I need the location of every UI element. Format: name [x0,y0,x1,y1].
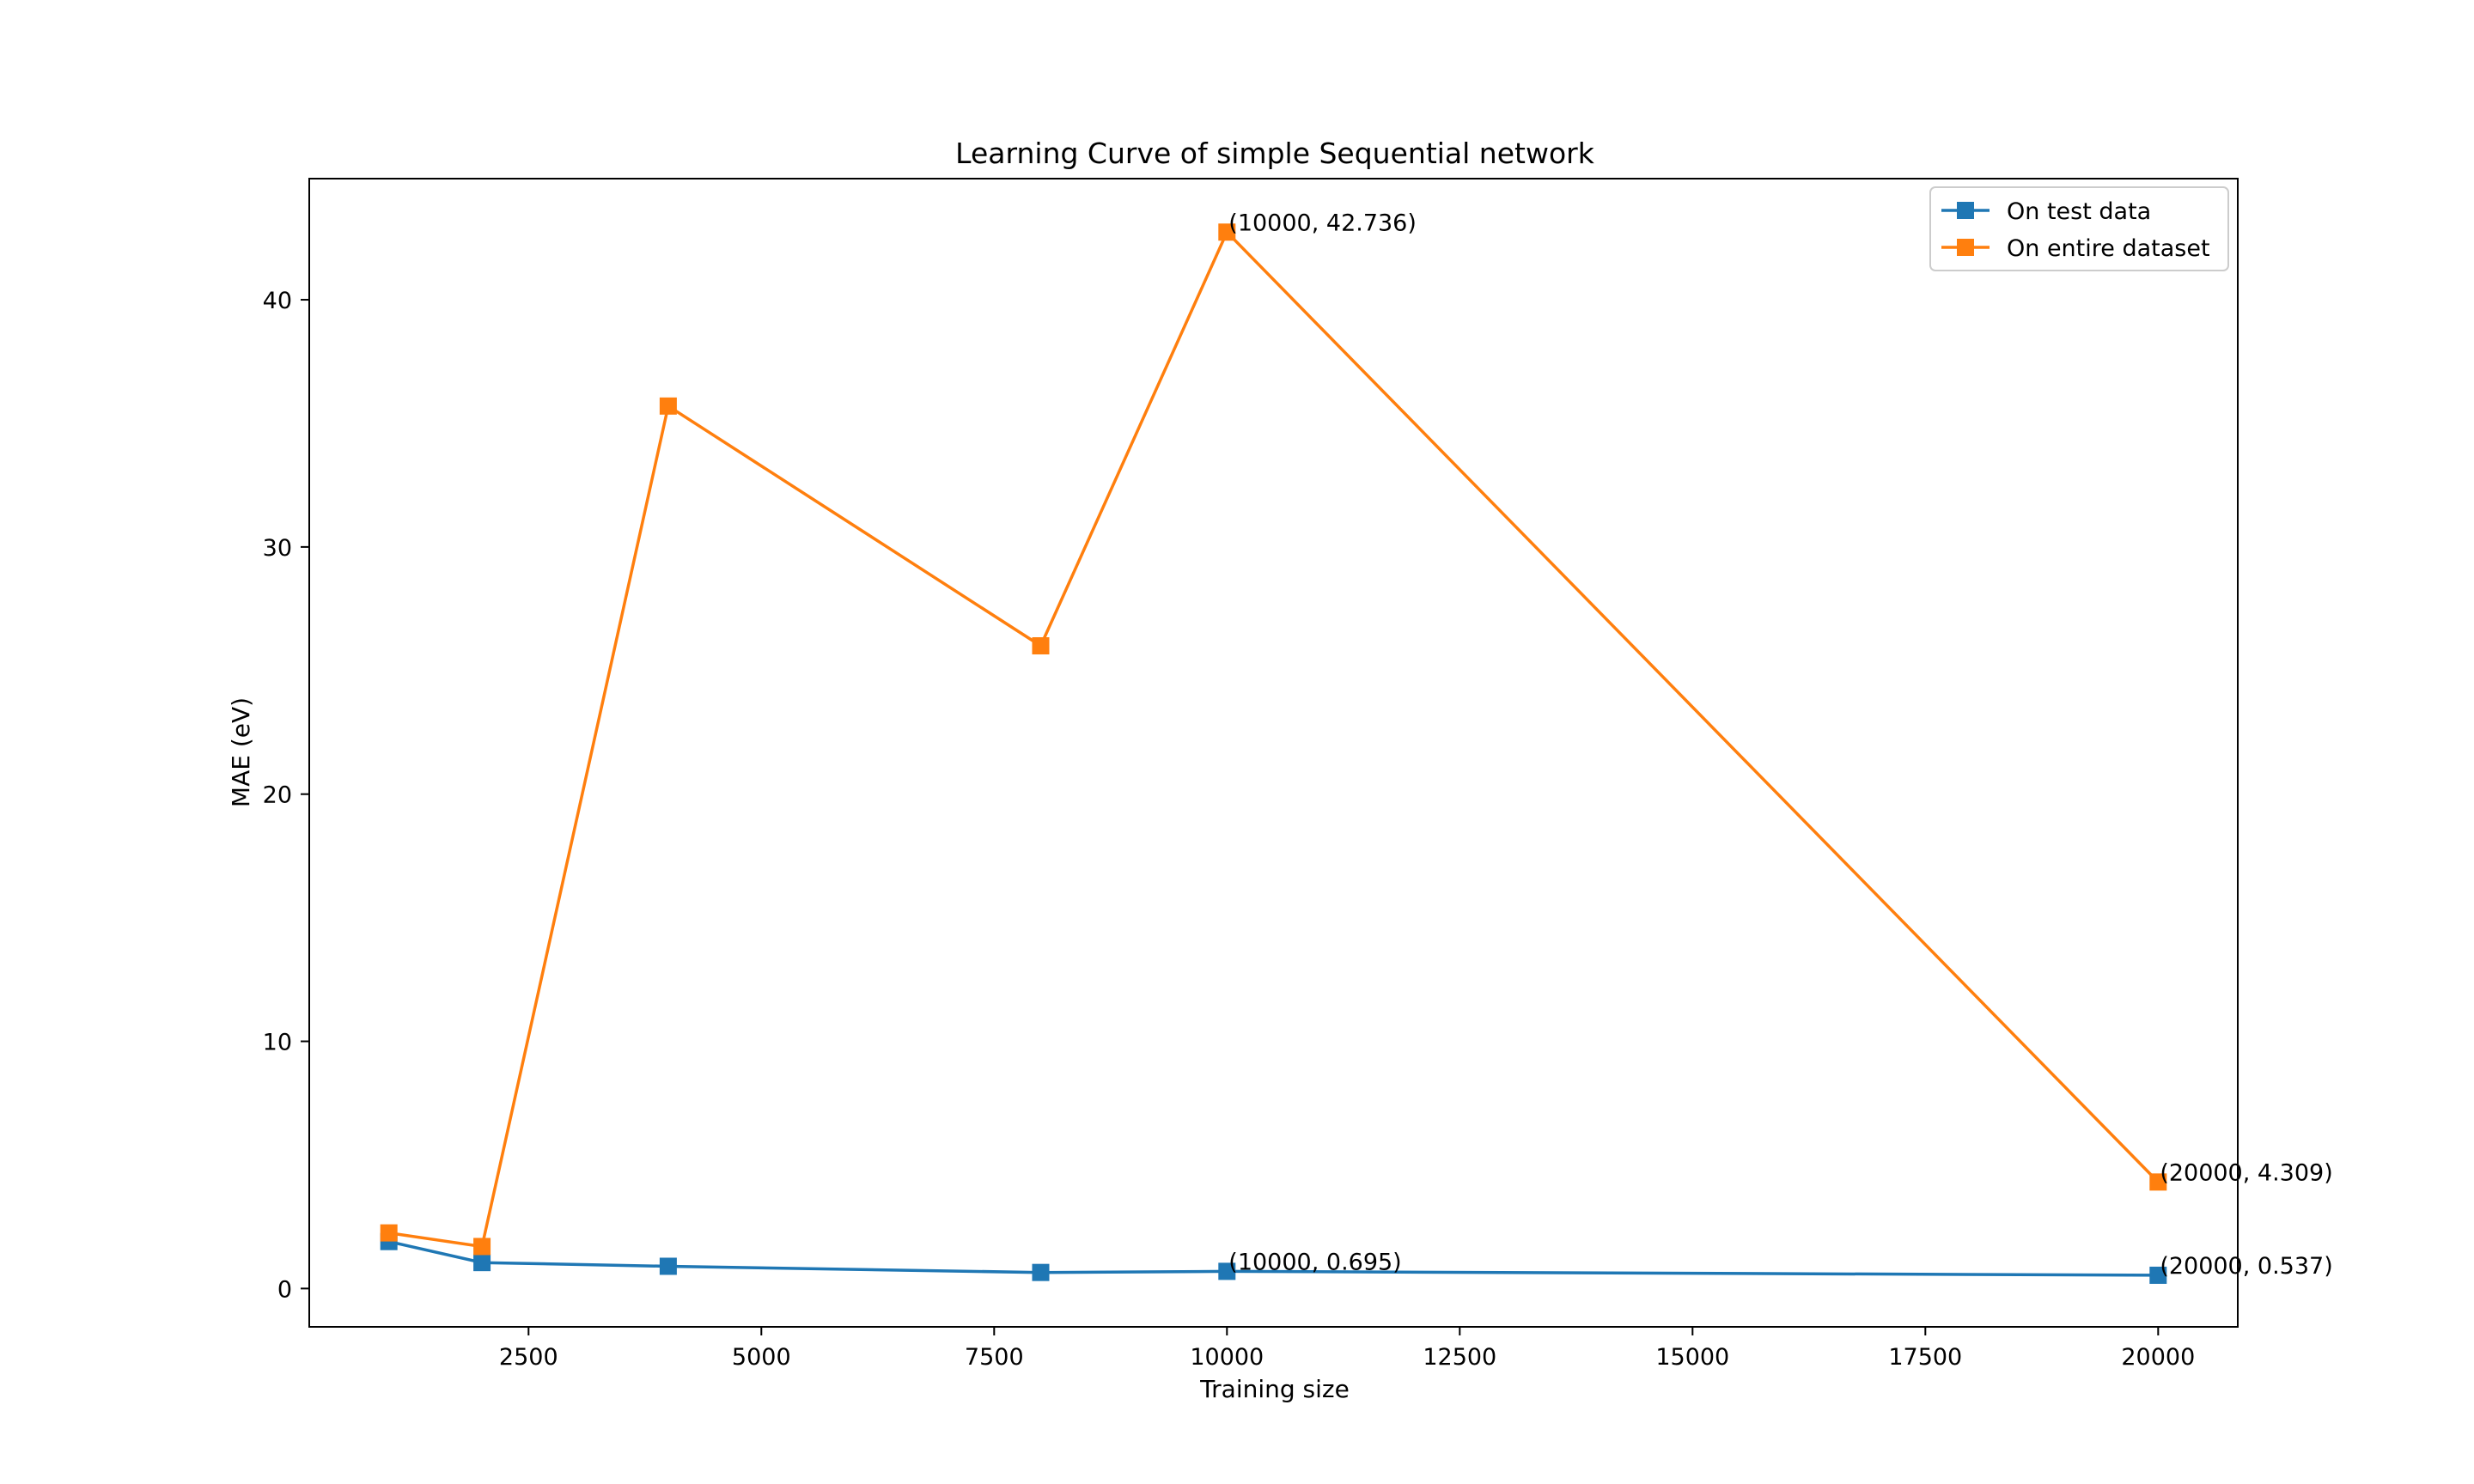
series-1-point-4 [1218,223,1236,241]
y-axis-label: MAE (eV) [227,697,255,807]
series-line-1 [388,229,2160,1249]
series-1-point-0 [380,1224,398,1242]
legend-entries: On test data On entire dataset [1941,198,2210,262]
x-tick-label-6: 17500 [1888,1344,1962,1371]
series-0-point-4 [1218,1262,1236,1280]
series-line-0 [388,1239,2159,1277]
series-0-point-3 [1032,1263,1050,1281]
y-axis: 0 10 20 30 40 [263,288,309,1303]
y-tick-label-3: 30 [263,535,292,562]
series-1-point-5 [2149,1173,2167,1191]
x-tick-label-5: 15000 [1655,1344,1729,1371]
annotation-1: (20000, 4.309) [2160,1159,2332,1186]
x-tick-label-0: 2500 [499,1344,558,1371]
y-tick-label-2: 20 [263,782,292,809]
annotation-2: (10000, 0.695) [1228,1249,1401,1275]
x-tick-label-7: 20000 [2121,1344,2195,1371]
legend-label-0: On test data [2007,198,2151,225]
series-0-point-2 [659,1257,677,1275]
x-tick-label-3: 10000 [1190,1344,1264,1371]
y-tick-label-4: 40 [263,288,292,314]
series-1-point-3 [1032,637,1050,655]
y-tick-label-1: 10 [263,1030,292,1056]
plot-frame [308,178,2239,1328]
series-1-point-2 [659,397,677,415]
chart-title: Learning Curve of simple Sequential netw… [955,137,1595,170]
series-0-point-5 [2149,1266,2167,1284]
x-tick-label-2: 7500 [965,1344,1024,1371]
annotation-0: (10000, 42.736) [1228,210,1417,236]
annotation-3: (20000, 0.537) [2160,1253,2332,1280]
series-1-point-1 [473,1238,491,1256]
legend-box [1929,186,2229,271]
x-axis-label: Training size [1199,1375,1350,1403]
legend: On test data On entire dataset [1929,186,2229,271]
y-tick-label-0: 0 [277,1276,292,1303]
x-tick-label-1: 5000 [732,1344,791,1371]
x-tick-label-4: 12500 [1423,1344,1496,1371]
annotations: (10000, 42.736) (20000, 4.309) (10000, 0.6… [1228,210,2332,1280]
x-axis: 2500 5000 7500 10000 12500 15000 17500 20000 [499,1327,2195,1371]
legend-marker-0 [1957,202,1974,219]
series-0-point-1 [473,1254,491,1272]
legend-marker-1 [1957,239,1974,256]
series-layer [380,223,2167,1284]
legend-label-1: On entire dataset [2007,235,2210,262]
